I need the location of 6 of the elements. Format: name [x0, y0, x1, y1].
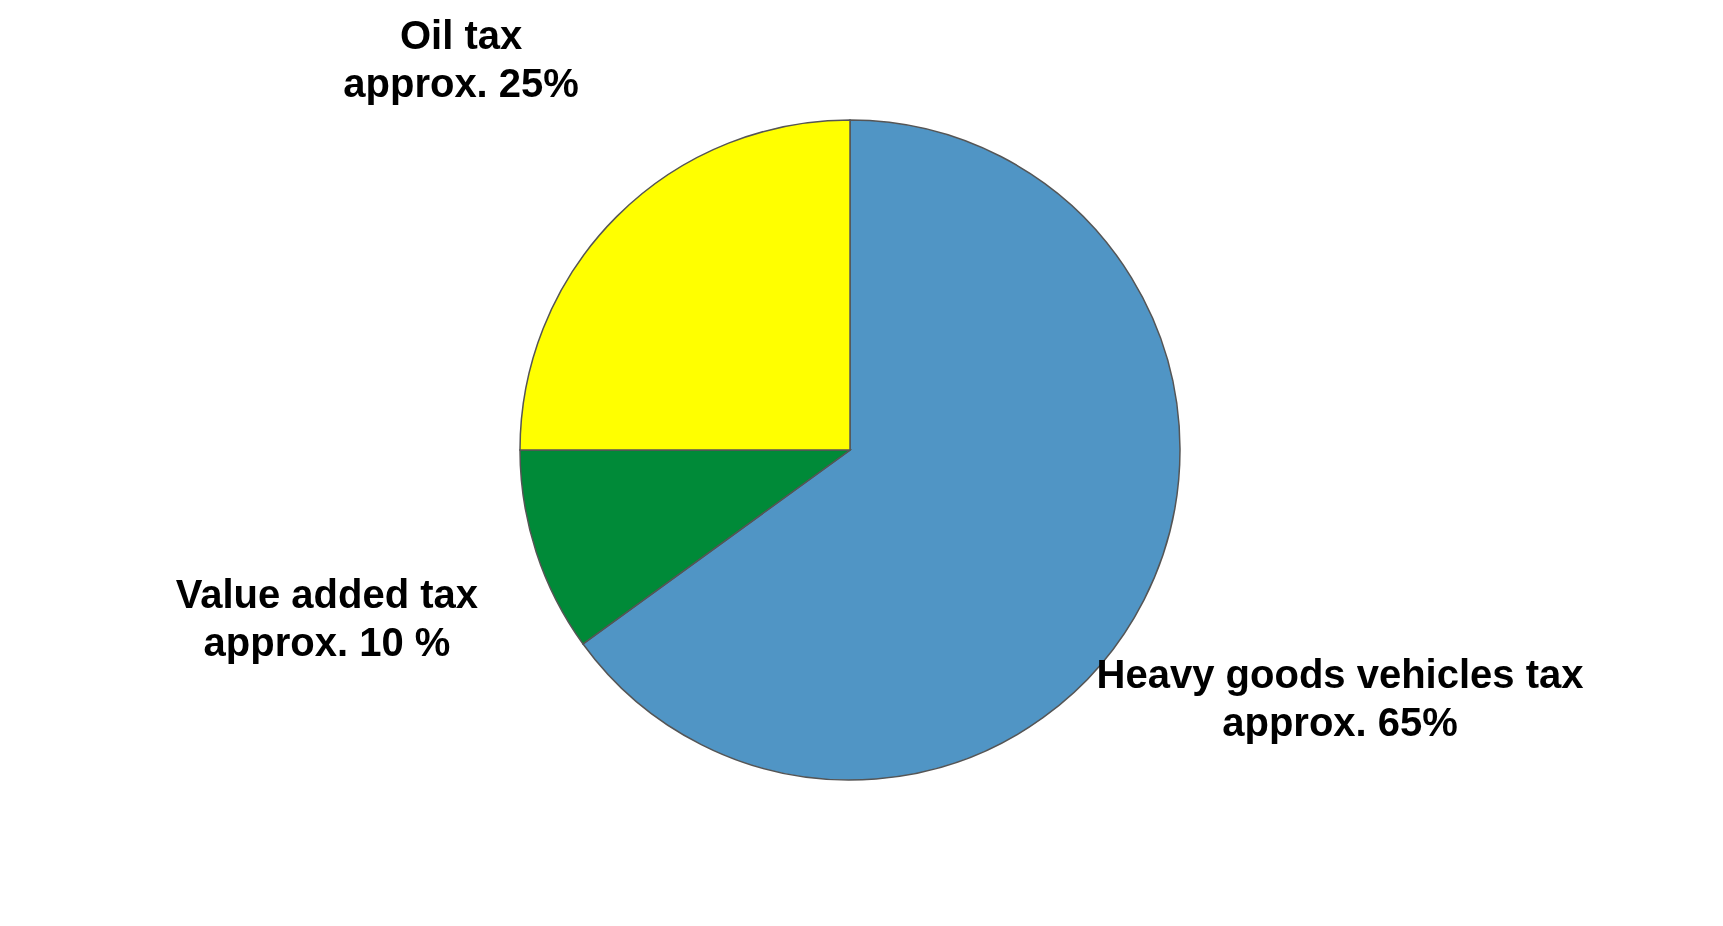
slice-label: Heavy goods vehicles tax — [1096, 651, 1584, 696]
slice-label: Oil tax — [399, 13, 523, 58]
data-label: approx. 25% — [343, 61, 579, 106]
data-label: approx. 65% — [1222, 699, 1458, 744]
slice-label: Value added tax — [175, 571, 479, 616]
data-label: approx. 10 % — [203, 619, 451, 664]
